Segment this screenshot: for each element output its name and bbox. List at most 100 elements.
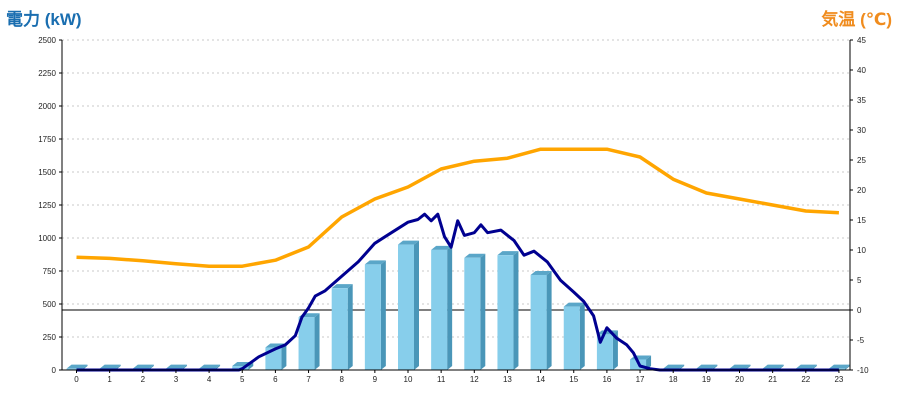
bar-side <box>248 362 254 370</box>
x-tick-label: 17 <box>636 375 645 384</box>
bar-top <box>497 251 519 256</box>
bar <box>497 251 519 370</box>
x-tick-label: 18 <box>669 375 678 384</box>
bar-side <box>380 260 386 370</box>
right-tick-label: 45 <box>857 36 866 45</box>
bar <box>398 240 419 370</box>
bar <box>464 253 486 370</box>
x-tick-label: 1 <box>107 375 112 384</box>
x-tick-label: 9 <box>373 375 378 384</box>
bar-side <box>414 240 419 370</box>
bar-top <box>828 364 850 369</box>
x-tick-label: 7 <box>306 375 311 384</box>
bar-side <box>612 330 618 370</box>
bar-side <box>314 313 320 370</box>
bar-front <box>364 264 381 370</box>
x-tick-label: 20 <box>735 375 744 384</box>
bar-top <box>563 302 585 307</box>
bar-top <box>199 364 221 369</box>
right-tick-label: 0 <box>857 306 862 315</box>
right-axis-title: 気温 (℃) <box>821 10 892 29</box>
bar-side <box>579 302 585 370</box>
bar-top <box>729 364 751 369</box>
bar-side <box>844 364 850 370</box>
x-tick-label: 21 <box>768 375 777 384</box>
x-tick-label: 2 <box>141 375 146 384</box>
bar-top <box>464 253 486 258</box>
right-tick-label: 5 <box>857 276 862 285</box>
bar <box>431 245 453 370</box>
bar-front <box>497 255 514 370</box>
x-tick-label: 5 <box>240 375 245 384</box>
x-tick-label: 14 <box>536 375 545 384</box>
bar-top <box>331 284 353 289</box>
bar-front <box>563 306 580 370</box>
x-tick-label: 4 <box>207 375 212 384</box>
bar-side <box>513 251 519 370</box>
bar <box>298 313 320 370</box>
bar-front <box>66 368 83 370</box>
x-tick-label: 0 <box>74 375 79 384</box>
bar-top <box>66 364 88 369</box>
left-tick-label: 1000 <box>38 234 56 243</box>
bar-top <box>795 364 817 369</box>
right-tick-label: 40 <box>857 66 866 75</box>
left-tick-label: 1500 <box>38 168 56 177</box>
bar <box>563 302 585 370</box>
bar-side <box>546 270 552 370</box>
bar-front <box>398 244 414 370</box>
left-tick-label: 2000 <box>38 102 56 111</box>
right-tick-label: 15 <box>857 216 866 225</box>
right-tick-label: 30 <box>857 126 866 135</box>
x-tick-label: 3 <box>174 375 179 384</box>
right-tick-label: -10 <box>857 366 869 375</box>
bar-top <box>663 364 685 369</box>
x-tick-label: 16 <box>602 375 611 384</box>
bar-top <box>398 240 419 245</box>
bar <box>364 260 386 370</box>
x-tick-label: 6 <box>273 375 278 384</box>
x-tick-label: 23 <box>834 375 843 384</box>
bar-top <box>364 260 386 265</box>
right-tick-label: 25 <box>857 156 866 165</box>
x-tick-label: 15 <box>569 375 578 384</box>
right-tick-label: 35 <box>857 96 866 105</box>
bar-side <box>281 343 287 370</box>
bar-front <box>431 249 448 370</box>
bar-top <box>132 364 154 369</box>
x-tick-label: 19 <box>702 375 711 384</box>
left-tick-label: 0 <box>52 366 57 375</box>
bar-side <box>646 355 652 370</box>
left-tick-label: 2500 <box>38 36 56 45</box>
bar-side <box>480 253 486 370</box>
left-tick-label: 500 <box>43 300 57 309</box>
x-tick-label: 22 <box>801 375 810 384</box>
bar-front <box>464 257 481 370</box>
temperature-line <box>76 147 839 268</box>
right-tick-label: 20 <box>857 186 866 195</box>
x-tick-label: 8 <box>339 375 344 384</box>
bar-top <box>762 364 784 369</box>
power-line <box>76 212 839 372</box>
bar-front <box>530 274 547 370</box>
x-tick-label: 13 <box>503 375 512 384</box>
bar-front <box>298 317 315 370</box>
bar-top <box>530 270 552 275</box>
bar-top <box>99 364 121 369</box>
left-tick-label: 2250 <box>38 69 56 78</box>
left-tick-label: 1750 <box>38 135 56 144</box>
left-tick-label: 1250 <box>38 201 56 210</box>
bar <box>331 284 353 370</box>
bar-top <box>696 364 718 369</box>
x-tick-label: 12 <box>470 375 479 384</box>
bar-top <box>165 364 187 369</box>
right-tick-label: 10 <box>857 246 866 255</box>
left-axis-title: 電力 (kW) <box>6 10 82 29</box>
left-tick-label: 250 <box>43 333 57 342</box>
bar-side <box>347 284 353 370</box>
left-tick-label: 750 <box>43 267 57 276</box>
bar-top <box>431 245 453 250</box>
right-tick-label: -5 <box>857 336 865 345</box>
x-tick-label: 11 <box>437 375 446 384</box>
